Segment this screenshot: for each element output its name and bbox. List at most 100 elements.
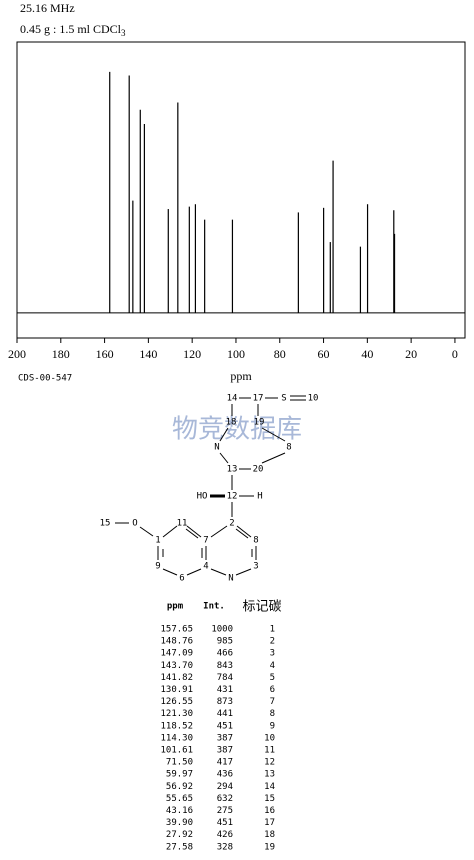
x-tick-label: 20 [405, 347, 417, 361]
table-cell: 3 [270, 649, 275, 659]
atom: 7 [203, 536, 208, 546]
table-cell: 294 [217, 782, 233, 792]
atom: N [228, 574, 233, 584]
x-tick-label: 180 [52, 347, 70, 361]
atom: HO [197, 492, 208, 502]
table-cell: 985 [217, 637, 233, 647]
bond [261, 452, 286, 464]
atom: 11 [177, 519, 188, 529]
x-tick-label: 0 [452, 347, 458, 361]
bond [261, 427, 286, 442]
x-tick-label: 40 [361, 347, 373, 361]
table-cell: 1000 [211, 625, 233, 635]
atom: 9 [155, 562, 160, 572]
table-cell: 632 [217, 794, 233, 804]
atom: 8 [286, 443, 291, 453]
x-tick-label: 140 [139, 347, 157, 361]
atom: 1 [155, 536, 160, 546]
bond [162, 525, 178, 538]
table-cell: 43.16 [166, 806, 193, 816]
bond [139, 526, 154, 537]
table-cell: 130.91 [160, 685, 193, 695]
table-cell: 1 [270, 625, 275, 635]
bond [185, 528, 199, 539]
atom: 4 [203, 562, 208, 572]
table-cell: 114.30 [160, 733, 193, 743]
table-cell: 784 [217, 673, 233, 683]
table-cell: 18 [264, 830, 275, 840]
structure: 14 17 S 10 18 19 N 8 13 20 HO 12 H 15 O … [100, 394, 319, 584]
table-header: 标记碳 [242, 600, 281, 615]
table-cell: 441 [217, 709, 233, 719]
atom: 6 [179, 574, 184, 584]
table-cell: 11 [264, 746, 275, 756]
x-axis-label: ppm [230, 369, 252, 383]
bond [236, 525, 252, 538]
atom: 3 [253, 562, 258, 572]
atom: 13 [227, 465, 238, 475]
chart-title: 25.16 MHz [20, 1, 75, 15]
table-cell: 426 [217, 830, 233, 840]
table-cell: 148.76 [160, 637, 193, 647]
table-cell: 16 [264, 806, 275, 816]
table-cell: 101.61 [160, 746, 193, 756]
x-tick-label: 120 [183, 347, 201, 361]
atom: S [281, 394, 286, 404]
atom: 10 [308, 394, 319, 404]
table-cell: 275 [217, 806, 233, 816]
bond [162, 568, 178, 576]
table-cell: 39.90 [166, 818, 193, 828]
bond [210, 568, 227, 576]
x-tick-label: 60 [318, 347, 330, 361]
table-cell: 5 [270, 673, 275, 683]
table-cell: 436 [217, 770, 233, 780]
table-cell: 141.82 [160, 673, 193, 683]
bond [219, 452, 229, 464]
subtitle-subscript: 3 [121, 28, 126, 38]
table-cell: 4 [270, 661, 275, 671]
bond [186, 568, 202, 576]
table-cell: 2 [270, 637, 275, 647]
watermark: 物竞数据库 [172, 415, 302, 445]
atom: N [214, 443, 219, 453]
table-cell: 6 [270, 685, 275, 695]
table-cell: 10 [264, 733, 275, 743]
bond [219, 427, 229, 442]
table-cell: 157.65 [160, 625, 193, 635]
table-cell: 451 [217, 721, 233, 731]
atom: 15 [100, 519, 111, 529]
table-header: ppm [167, 602, 184, 612]
table-cell: 451 [217, 818, 233, 828]
table-cell: 15 [264, 794, 275, 804]
table-cell: 143.70 [160, 661, 193, 671]
table-cell: 328 [217, 842, 233, 852]
x-tick-label: 80 [274, 347, 286, 361]
x-tick-label: 100 [227, 347, 245, 361]
table-cell: 387 [217, 733, 233, 743]
table-cell: 147.09 [160, 649, 193, 659]
x-tick-label: 160 [96, 347, 114, 361]
table-header: Int. [203, 602, 225, 612]
atom: 2 [229, 519, 234, 529]
subtitle-text: 0.45 g : 1.5 ml CDCl [20, 22, 122, 36]
bond [235, 568, 252, 576]
atom: 20 [253, 465, 264, 475]
table-cell: 27.92 [166, 830, 193, 840]
table-cell: 417 [217, 758, 233, 768]
spectrum-code: CDS-00-547 [18, 374, 72, 384]
plot-frame [16, 41, 466, 339]
atom: 8 [253, 536, 258, 546]
atom: 14 [227, 394, 238, 404]
table-cell: 17 [264, 818, 275, 828]
atom: 12 [227, 492, 238, 502]
atom: H [257, 492, 262, 502]
atom: 17 [253, 394, 264, 404]
bond [186, 525, 202, 538]
table-cell: 843 [217, 661, 233, 671]
table-cell: 8 [270, 709, 275, 719]
atom: 18 [226, 418, 237, 428]
table-cell: 14 [264, 782, 275, 792]
table-cell: 431 [217, 685, 233, 695]
table-cell: 121.30 [160, 709, 193, 719]
